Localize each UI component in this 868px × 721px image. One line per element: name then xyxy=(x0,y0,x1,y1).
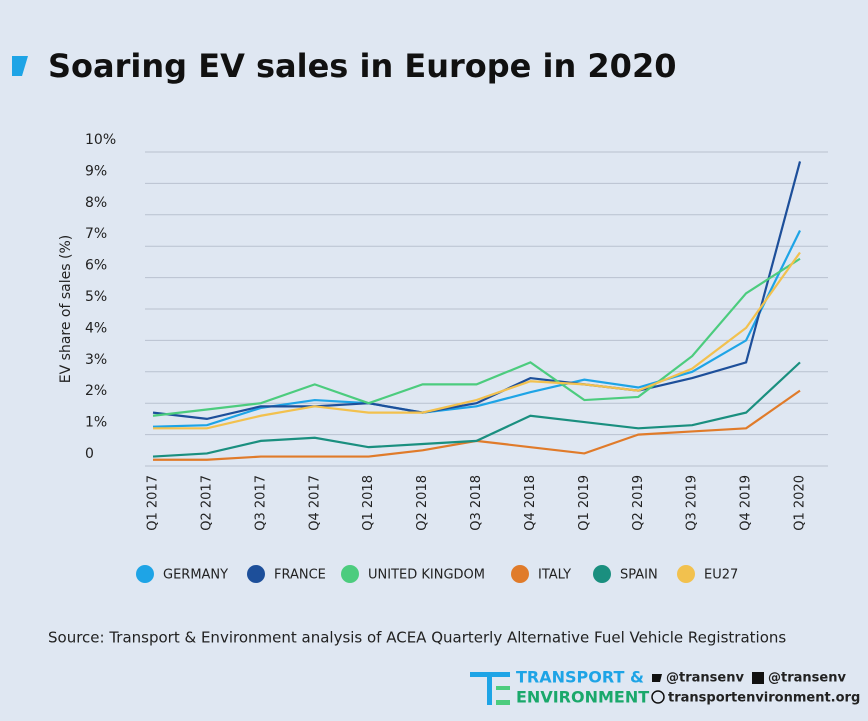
legend-swatch xyxy=(511,565,529,583)
y-tick-label: 10% xyxy=(85,132,116,148)
series-line xyxy=(152,161,802,421)
y-tick-label: 9% xyxy=(85,163,107,179)
x-tick-label: Q3 2018 xyxy=(469,475,484,531)
series-line xyxy=(152,230,801,428)
x-tick-label: Q2 2017 xyxy=(199,475,214,531)
title-marker xyxy=(12,56,28,76)
logo-text: ENVIRONMENT xyxy=(516,688,649,707)
y-axis-label: EV share of sales (%) xyxy=(58,235,74,383)
logo-bar xyxy=(496,686,510,690)
series-line xyxy=(152,361,801,458)
x-tick-label: Q1 2017 xyxy=(146,475,161,531)
y-tick-label: 6% xyxy=(85,258,107,274)
legend-label: GERMANY xyxy=(163,568,228,583)
logo-text: TRANSPORT & xyxy=(516,668,644,687)
legend-swatch xyxy=(677,565,695,583)
twitter: @transenv xyxy=(666,671,744,686)
x-tick-label: Q2 2019 xyxy=(631,475,646,531)
plot: 0 1% 2% 3% 4% 5% 6% 7% 8% 9% 10% Q1 2017 Q2 2017 Q3 2… xyxy=(85,132,828,583)
logo-bar xyxy=(496,700,510,705)
logo: TRANSPORT & ENVIRONMENT @transenv @trans… xyxy=(470,668,860,707)
x-tick-label: Q4 2017 xyxy=(307,475,322,531)
series-line xyxy=(152,257,801,417)
chart-title: Soaring EV sales in Europe in 2020 xyxy=(48,47,676,85)
x-tick-label: Q4 2019 xyxy=(739,475,754,531)
legend-swatch xyxy=(136,565,154,583)
x-tick-label: Q3 2019 xyxy=(685,475,700,531)
y-tick-label: 5% xyxy=(85,289,107,305)
y-tick-label: 1% xyxy=(85,415,107,431)
logo-bar xyxy=(487,672,492,705)
facebook: @transenv xyxy=(768,671,846,686)
legend-label: EU27 xyxy=(704,568,738,583)
y-tick-label: 4% xyxy=(85,320,107,336)
legend-label: ITALY xyxy=(538,568,571,583)
y-tick-label: 8% xyxy=(85,195,107,211)
series-line xyxy=(153,251,801,430)
legend-label: FRANCE xyxy=(274,568,326,583)
x-tick-label: Q1 2020 xyxy=(793,475,808,531)
x-tick-label: Q1 2019 xyxy=(577,475,592,531)
y-tick-label: 3% xyxy=(85,352,107,368)
x-tick-label: Q1 2018 xyxy=(361,475,376,531)
y-tick-label: 0 xyxy=(85,446,94,462)
legend-label: UNITED KINGDOM xyxy=(368,568,485,583)
x-tick-label: Q2 2018 xyxy=(415,475,430,531)
source: Source: Transport & Environment analysis… xyxy=(48,629,786,647)
x-tick-label: Q4 2018 xyxy=(523,475,538,531)
legend-swatch xyxy=(247,565,265,583)
legend-label: SPAIN xyxy=(620,568,658,583)
y-tick-label: 2% xyxy=(85,383,107,399)
x-tick-label: Q3 2017 xyxy=(253,475,268,531)
facebook-icon xyxy=(752,672,764,684)
y-tick-label: 7% xyxy=(85,226,107,242)
legend-swatch xyxy=(593,565,611,583)
website: transportenvironment.org xyxy=(668,691,860,706)
legend-swatch xyxy=(341,565,359,583)
twitter-icon xyxy=(652,674,662,682)
web-icon xyxy=(651,690,665,704)
